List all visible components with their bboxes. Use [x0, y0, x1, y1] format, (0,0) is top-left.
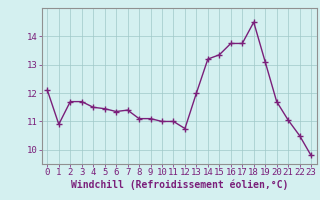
X-axis label: Windchill (Refroidissement éolien,°C): Windchill (Refroidissement éolien,°C) [70, 180, 288, 190]
